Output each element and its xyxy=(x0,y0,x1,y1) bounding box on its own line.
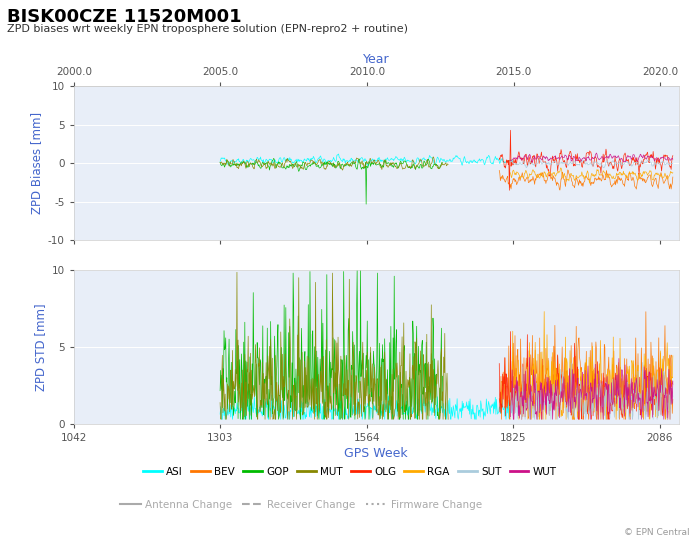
Legend: Antenna Change, Receiver Change, Firmware Change: Antenna Change, Receiver Change, Firmwar… xyxy=(116,496,486,514)
Text: ZPD biases wrt weekly EPN troposphere solution (EPN-repro2 + routine): ZPD biases wrt weekly EPN troposphere so… xyxy=(7,24,408,35)
Legend: ASI, BEV, GOP, MUT, OLG, RGA, SUT, WUT: ASI, BEV, GOP, MUT, OLG, RGA, SUT, WUT xyxy=(139,462,561,481)
Text: BISK00CZE 11520M001: BISK00CZE 11520M001 xyxy=(7,8,241,26)
Text: © EPN Central: © EPN Central xyxy=(624,528,690,537)
X-axis label: GPS Week: GPS Week xyxy=(344,447,408,460)
X-axis label: Year: Year xyxy=(363,53,390,66)
Y-axis label: ZPD STD [mm]: ZPD STD [mm] xyxy=(34,303,47,391)
Y-axis label: ZPD Biases [mm]: ZPD Biases [mm] xyxy=(30,112,43,214)
